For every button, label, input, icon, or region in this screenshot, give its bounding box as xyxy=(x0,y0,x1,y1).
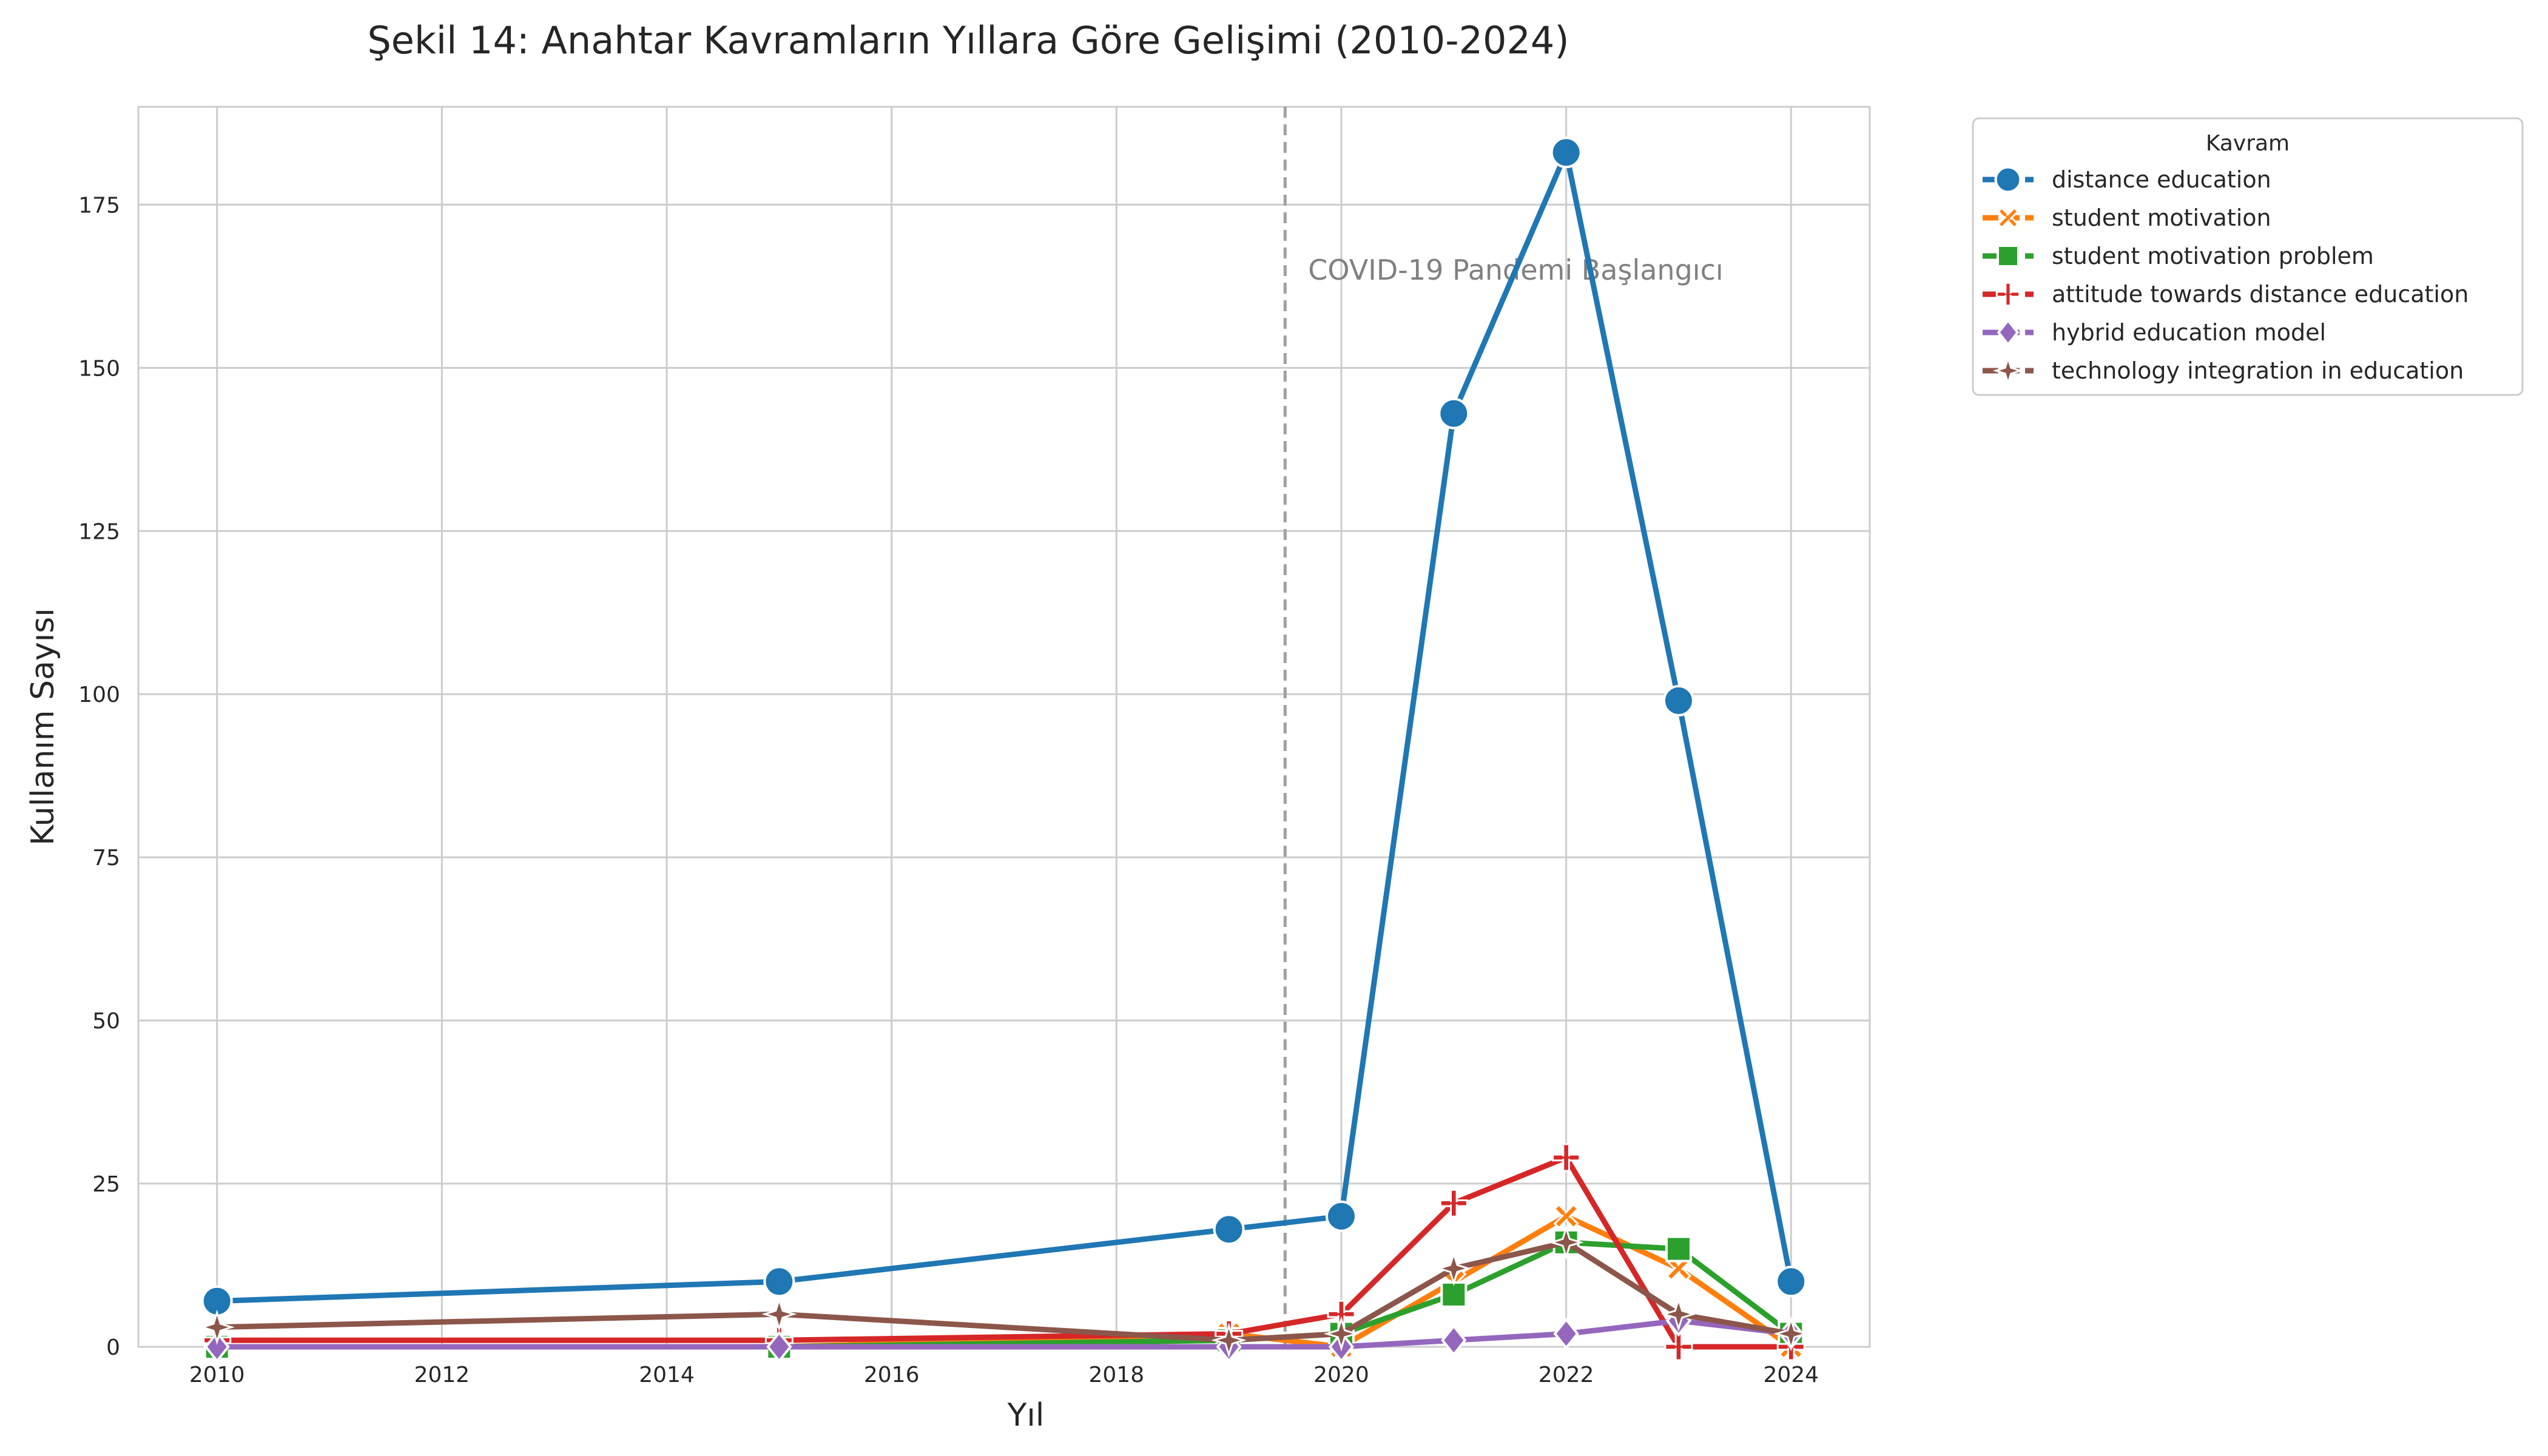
x-tick-label: 2016 xyxy=(864,1363,920,1387)
y-tick-label: 75 xyxy=(92,846,120,871)
chart-title: Şekil 14: Anahtar Kavramların Yıllara Gö… xyxy=(367,18,1569,62)
legend-item-student-motivation: student motivation xyxy=(1983,204,2271,231)
data-point xyxy=(1662,684,1694,716)
data-point xyxy=(1773,1316,1809,1352)
y-tick-label: 175 xyxy=(78,193,120,218)
data-point xyxy=(1211,1323,1247,1358)
data-point xyxy=(1325,1200,1357,1232)
series-line-attitude-towards-distance-education xyxy=(214,1154,1794,1350)
data-point xyxy=(1775,1266,1807,1298)
legend-label: student motivation problem xyxy=(2052,243,2374,269)
data-point xyxy=(1997,244,2020,268)
marker-fill xyxy=(1670,1259,1688,1278)
data-point xyxy=(1438,397,1470,430)
legend-title: Kavram xyxy=(2206,131,2290,156)
covid-annotation: COVID-19 Pandemi Başlangıcı xyxy=(1283,107,1724,1347)
data-point xyxy=(1994,166,2022,194)
data-point xyxy=(1552,1143,1581,1172)
data-point xyxy=(1997,318,2020,346)
data-point xyxy=(1553,1203,1579,1229)
series-technology-integration-in-education xyxy=(199,1224,1809,1358)
data-point xyxy=(1213,1213,1245,1245)
data-point xyxy=(1665,1235,1692,1262)
data-point xyxy=(1992,355,2024,386)
y-tick-label: 50 xyxy=(92,1009,120,1034)
y-tick-label: 125 xyxy=(78,519,120,544)
x-tick-label: 2014 xyxy=(639,1363,695,1387)
legend-entries: distance education student motivation stud… xyxy=(1983,166,2469,386)
data-point xyxy=(761,1296,797,1332)
data-point xyxy=(1995,281,2021,307)
y-tick-label: 0 xyxy=(106,1335,120,1360)
data-point xyxy=(204,1330,230,1363)
x-tick-label: 2020 xyxy=(1313,1363,1369,1387)
legend-label: distance education xyxy=(2052,166,2271,193)
series-distance-education xyxy=(201,136,1807,1317)
marker-fill xyxy=(1998,293,2018,295)
legend-item-attitude-towards-distance-education: attitude towards distance education xyxy=(1983,281,2469,308)
marker-fill xyxy=(1442,1202,1466,1205)
data-point xyxy=(1548,1224,1584,1261)
x-axis-title: Yıl xyxy=(1007,1397,1045,1434)
data-point xyxy=(1550,136,1582,169)
y-tick-label: 25 xyxy=(92,1172,120,1197)
series-line-hybrid-education-model xyxy=(214,1318,1794,1350)
data-point xyxy=(1436,1250,1472,1286)
data-point xyxy=(766,1330,792,1363)
legend-label: hybrid education model xyxy=(2052,319,2326,346)
legend-frame xyxy=(1972,117,2524,396)
series-line-distance-education xyxy=(214,149,1794,1304)
legend-label: technology integration in education xyxy=(2052,357,2464,384)
x-tick-label: 2024 xyxy=(1763,1363,1819,1387)
data-point xyxy=(1323,1316,1360,1352)
x-tick-label: 2022 xyxy=(1539,1363,1594,1387)
x-tick-label: 2012 xyxy=(414,1363,470,1387)
marker-fill xyxy=(1554,1156,1578,1159)
legend-item-student-motivation-problem: student motivation problem xyxy=(1983,243,2374,269)
legend-item-technology-integration-in-education: technology integration in education xyxy=(1983,355,2464,386)
data-point xyxy=(1665,1255,1692,1281)
data-point xyxy=(1441,1324,1467,1357)
x-tick-label: 2010 xyxy=(189,1363,245,1387)
data-point xyxy=(763,1266,795,1298)
legend: Kavram distance education student motivat… xyxy=(1972,117,2524,396)
marker-fill xyxy=(1557,1207,1576,1225)
legend-label: student motivation xyxy=(2052,204,2271,231)
marker-fill xyxy=(2001,211,2015,225)
series-lines xyxy=(199,136,1809,1363)
marker-fill xyxy=(1667,1346,1690,1348)
data-point xyxy=(1553,1318,1579,1350)
data-point xyxy=(1439,1188,1468,1218)
x-tick-label: 2018 xyxy=(1089,1363,1145,1387)
y-axis-title: Kullanım Sayısı xyxy=(25,608,61,845)
data-point xyxy=(199,1309,235,1345)
legend-label: attitude towards distance education xyxy=(2052,281,2469,308)
y-tick-label: 150 xyxy=(78,356,120,381)
data-point xyxy=(1997,206,2020,229)
data-point xyxy=(1660,1296,1696,1332)
marker-fill xyxy=(1329,1313,1353,1316)
legend-item-distance-education: distance education xyxy=(1983,166,2271,194)
series-line-technology-integration-in-education xyxy=(214,1239,1794,1343)
legend-item-hybrid-education-model: hybrid education model xyxy=(1983,318,2326,346)
axis-ticks: 2010 2012 2014 2016 2018 2020 2022 2024 0 25 50 75 1… xyxy=(78,193,1819,1387)
y-tick-label: 100 xyxy=(78,682,120,707)
